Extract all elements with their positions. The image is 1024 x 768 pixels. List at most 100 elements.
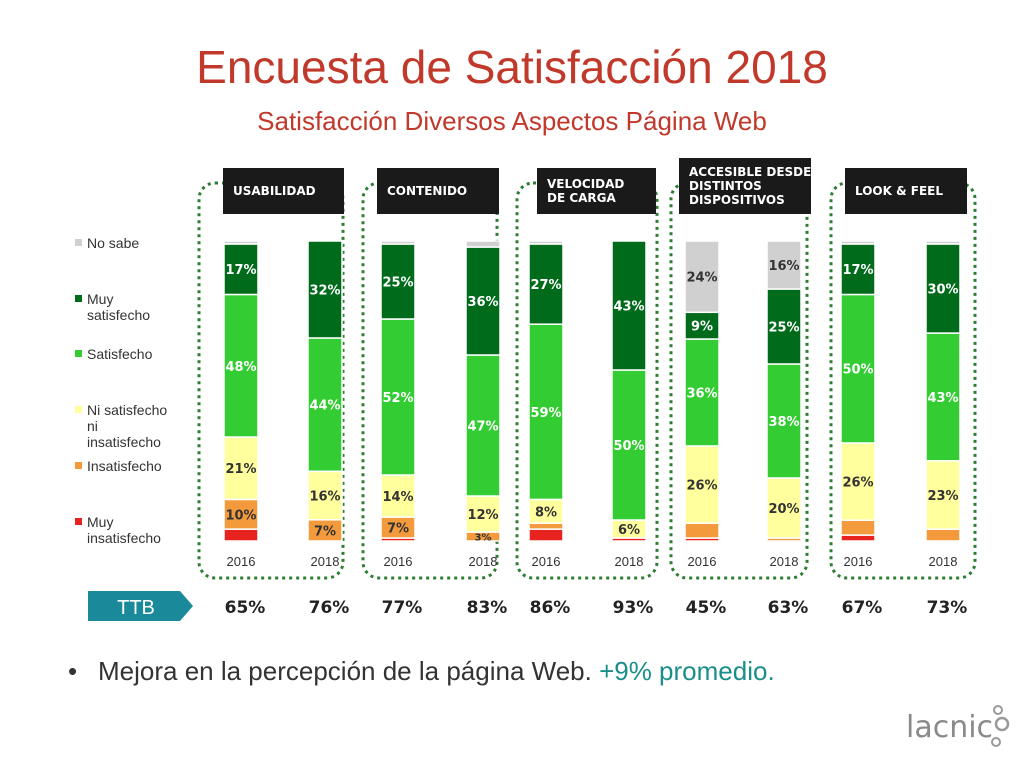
bar-segment (307, 337, 343, 473)
bar-segment (840, 293, 876, 444)
ttb-label: TTB (117, 597, 155, 619)
group-header-label: DE CARGA (547, 191, 617, 205)
bar-data-label: 16% (309, 490, 340, 505)
bar-data-label: 9% (691, 320, 713, 335)
legend-swatch (75, 239, 82, 246)
bar-segment (528, 240, 564, 245)
bar-segment (223, 243, 259, 296)
legend-label: Ni satisfecho (87, 402, 167, 418)
group-header-label: VELOCIDAD (547, 177, 624, 191)
bar-segment (611, 369, 647, 521)
group-header-box-5 (845, 168, 967, 214)
bar-segment (380, 240, 416, 245)
bar-data-label: 12% (467, 508, 498, 523)
year-tick-label: 2018 (469, 554, 498, 569)
bar-data-label: 8% (535, 505, 557, 520)
bar-data-label: 43% (927, 391, 958, 406)
year-tick-label: 2018 (929, 554, 958, 569)
bar-segment (840, 534, 876, 542)
bar-segment (925, 243, 961, 334)
bar-data-label: 17% (842, 263, 873, 278)
bar-segment (223, 528, 259, 542)
year-tick-label: 2016 (384, 554, 413, 569)
bullet-highlight: +9% promedio. (599, 656, 775, 686)
bullet-note: • Mejora en la percepción de la página We… (68, 656, 775, 687)
bar-segment (465, 246, 501, 356)
ttb-value: 65% (225, 598, 266, 618)
bar-segment (223, 498, 259, 530)
bar-segment (528, 528, 564, 542)
bar-segment (925, 528, 961, 542)
legend-swatch (75, 350, 82, 357)
logo-swirl-icon (991, 705, 1010, 747)
bar-data-label: 3% (475, 533, 492, 544)
bar-data-label: 6% (618, 523, 640, 538)
year-tick-label: 2016 (688, 554, 717, 569)
bar-segment (465, 240, 501, 248)
group-outline-3 (515, 181, 659, 580)
legend-swatch (75, 406, 82, 413)
legend-label: insatisfecho (87, 530, 161, 546)
bar-segment (223, 293, 259, 438)
bar-data-label: 30% (927, 283, 958, 298)
bar-data-label: 23% (927, 489, 958, 504)
bar-data-label: 24% (686, 271, 717, 286)
ttb-value: 67% (842, 598, 883, 618)
group-header-label: ACCESIBLE DESDE (689, 165, 811, 179)
legend-label: Muy (87, 291, 113, 307)
group-header-label: LOOK & FEEL (855, 184, 943, 198)
bar-data-label: 59% (530, 406, 561, 421)
bar-data-label: 25% (382, 276, 413, 291)
group-header-label: DISTINTOS (689, 179, 762, 193)
bullet-icon: • (68, 656, 78, 686)
bar-segment (223, 436, 259, 501)
bar-data-label: 36% (467, 295, 498, 310)
logo-text: lacnic (906, 710, 994, 745)
bar-data-label: 50% (613, 439, 644, 454)
bar-segment (307, 240, 343, 339)
bar-data-label: 21% (225, 462, 256, 477)
bar-data-label: 20% (768, 502, 799, 517)
legend-label: Insatisfecho (87, 458, 162, 474)
bar-segment (223, 240, 259, 245)
legend-swatch (75, 462, 82, 469)
group-header-box-1 (223, 168, 344, 214)
bar-segment (766, 363, 802, 479)
year-tick-label: 2016 (227, 554, 256, 569)
bar-data-label: 26% (842, 476, 873, 491)
group-header-label: DISPOSITIVOS (689, 193, 785, 207)
bar-data-label: 36% (686, 386, 717, 401)
bar-segment (528, 243, 564, 325)
lacnic-logo: lacnic (906, 700, 1016, 760)
legend-label: No sabe (87, 235, 139, 251)
ttb-value: 77% (382, 598, 423, 618)
ttb-arrow-icon (88, 591, 193, 621)
bar-segment (528, 522, 564, 530)
bullet-text: Mejora en la percepción de la página Web… (98, 656, 600, 686)
ttb-value: 83% (467, 598, 508, 618)
legend-label: Muy (87, 514, 113, 530)
bar-data-label: 25% (768, 321, 799, 336)
bar-data-label: 26% (686, 479, 717, 494)
bar-data-label: 14% (382, 490, 413, 505)
bar-data-label: 7% (387, 522, 409, 537)
page-title: Encuesta de Satisfacción 2018 (196, 41, 828, 93)
group-header-box-4 (679, 158, 811, 214)
bar-segment (840, 442, 876, 521)
legend-label: ni (87, 418, 98, 434)
group-header-box-3 (537, 168, 656, 214)
group-header-label: CONTENIDO (387, 184, 467, 198)
bar-segment (611, 240, 647, 371)
page-subtitle: Satisfacción Diversos Aspectos Página We… (257, 106, 767, 136)
year-tick-label: 2016 (844, 554, 873, 569)
year-tick-label: 2018 (615, 554, 644, 569)
group-header-label: USABILIDAD (233, 184, 316, 198)
ttb-value: 93% (613, 598, 654, 618)
bar-data-label: 7% (314, 524, 336, 539)
ttb-value: 45% (686, 598, 727, 618)
bar-segment (840, 240, 876, 245)
bar-segment (684, 522, 720, 539)
legend-label: Satisfecho (87, 346, 153, 362)
bar-data-label: 16% (768, 259, 799, 274)
